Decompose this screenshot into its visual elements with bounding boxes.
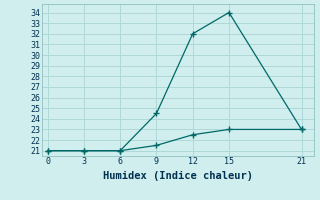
- X-axis label: Humidex (Indice chaleur): Humidex (Indice chaleur): [103, 171, 252, 181]
